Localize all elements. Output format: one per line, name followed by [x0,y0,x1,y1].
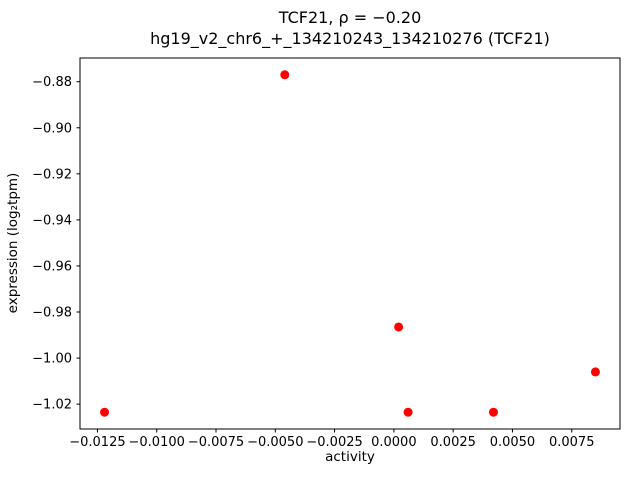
plot-frame [79,57,621,430]
x-tick-label: 0.0025 [430,435,476,450]
data-point [280,70,290,80]
data-point [488,407,498,417]
y-tick-label: −0.92 [32,167,72,182]
x-tick-label: 0.0000 [371,435,417,450]
y-tick-label: −0.94 [32,213,72,228]
data-point [394,322,404,332]
y-tick-label: −0.90 [32,121,72,136]
y-tick-label: −0.88 [32,75,72,90]
data-point [100,407,110,417]
x-tick-label: −0.0075 [188,435,244,450]
y-tick-label: −0.96 [32,259,72,274]
y-tick-label: −0.98 [32,306,72,321]
y-axis-label: expression (log₂tpm) [5,173,21,314]
x-tick-label: −0.0125 [69,435,125,450]
data-point [590,367,600,377]
x-tick-label: 0.0075 [549,435,595,450]
x-tick-label: −0.0050 [247,435,303,450]
x-tick-label: −0.0100 [129,435,185,450]
chart-subtitle: hg19_v2_chr6_+_134210243_134210276 (TCF2… [150,29,550,49]
chart-title: TCF21, ρ = −0.20 [278,8,422,27]
x-tick-label: −0.0025 [306,435,362,450]
y-tick-label: −1.00 [32,352,72,367]
data-point [403,407,413,417]
x-axis-label: activity [325,449,375,465]
x-tick-label: 0.0050 [490,435,536,450]
y-tick-label: −1.02 [32,398,72,413]
